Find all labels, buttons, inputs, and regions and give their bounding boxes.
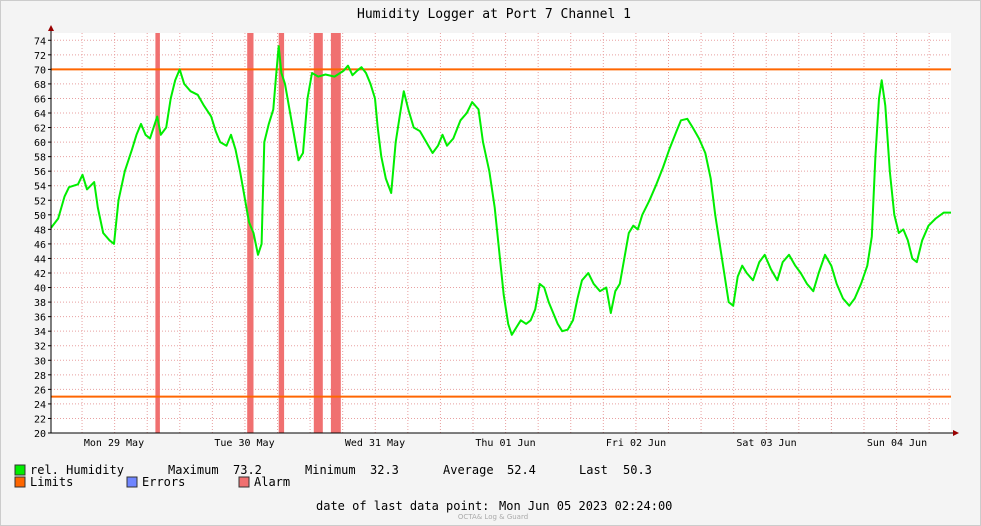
y-tick-label: 30 [34, 356, 46, 367]
x-tick-labels: Mon 29 May Tue 30 May Wed 31 May Thu 01 Jun… [84, 438, 927, 449]
y-tick-label: 28 [34, 371, 46, 382]
last-data-point-label: date of last data point: [316, 499, 489, 513]
series-line-humidity [50, 45, 951, 336]
last-data-point-value: Mon Jun 05 2023 02:24:00 [499, 499, 672, 513]
grid [51, 33, 951, 434]
y-tick-label: 24 [34, 400, 46, 411]
y-tick-label: 34 [34, 327, 46, 338]
legend-swatch-alarm [238, 476, 250, 488]
y-tick-labels: 20 22 24 26 28 30 32 34 36 38 40 42 44 46 48 50 52 54 56 58… [34, 36, 46, 440]
legend: rel. Humidity Maximum 73.2 Minimum 32.3 … [14, 463, 652, 489]
y-tick-label: 42 [34, 269, 46, 280]
y-tick-label: 32 [34, 342, 46, 353]
legend-label-errors: Errors [142, 475, 185, 489]
y-tick-label: 26 [34, 385, 46, 396]
alarm-band [330, 33, 341, 433]
last-value: 50.3 [623, 463, 652, 477]
alarm-band [247, 33, 254, 433]
y-tick-label: 52 [34, 196, 46, 207]
x-tick-label: Thu 01 Jun [475, 438, 535, 449]
x-axis-arrow [953, 430, 959, 436]
legend-label-alarm: Alarm [254, 475, 290, 489]
minimum-value: 32.3 [370, 463, 399, 477]
maximum-label: Maximum [168, 463, 219, 477]
y-axis-arrow [48, 25, 54, 31]
last-label: Last [579, 463, 608, 477]
average-value: 52.4 [507, 463, 536, 477]
x-tick-label: Fri 02 Jun [606, 438, 666, 449]
watermark: OCTA& Log & Guard [458, 513, 528, 521]
x-tick-label: Tue 30 May [214, 438, 274, 449]
x-tick-label: Mon 29 May [84, 438, 144, 449]
alarm-bands [155, 33, 341, 433]
x-tick-label: Sun 04 Jun [867, 438, 927, 449]
y-tick-label: 54 [34, 182, 46, 193]
y-tick-label: 64 [34, 109, 46, 120]
y-tick-label: 62 [34, 124, 46, 135]
limit-lines [51, 68, 951, 398]
legend-swatch-limits [14, 476, 26, 488]
y-tick-label: 72 [34, 51, 46, 62]
y-tick-label: 50 [34, 211, 46, 222]
y-tick-label: 48 [34, 225, 46, 236]
x-tick-label: Wed 31 May [345, 438, 405, 449]
legend-label-limits: Limits [30, 475, 73, 489]
y-tick-label: 40 [34, 284, 46, 295]
y-tick-label: 46 [34, 240, 46, 251]
y-tick-label: 66 [34, 94, 46, 105]
y-tick-label: 58 [34, 153, 46, 164]
legend-swatch-errors [126, 476, 138, 488]
y-tick-label: 22 [34, 414, 46, 425]
y-tick-label: 70 [34, 65, 46, 76]
alarm-band [278, 33, 285, 433]
series-layer [50, 45, 951, 336]
y-tick-label: 36 [34, 313, 46, 324]
average-label: Average [443, 463, 494, 477]
minimum-label: Minimum [305, 463, 356, 477]
y-tick-label: 38 [34, 298, 46, 309]
plot-area [51, 33, 951, 433]
y-tick-label: 20 [34, 429, 46, 440]
y-tick-label: 74 [34, 36, 46, 47]
chart-title: Humidity Logger at Port 7 Channel 1 [357, 7, 631, 22]
alarm-band [155, 33, 160, 433]
legend-label-humidity: rel. Humidity [30, 463, 124, 477]
alarm-band [313, 33, 323, 433]
legend-swatch-humidity [14, 464, 26, 476]
y-tick-label: 44 [34, 254, 46, 265]
y-tick-label: 60 [34, 138, 46, 149]
maximum-value: 73.2 [233, 463, 262, 477]
y-tick-label: 56 [34, 167, 46, 178]
y-tick-label: 68 [34, 80, 46, 91]
x-tick-label: Sat 03 Jun [736, 438, 796, 449]
